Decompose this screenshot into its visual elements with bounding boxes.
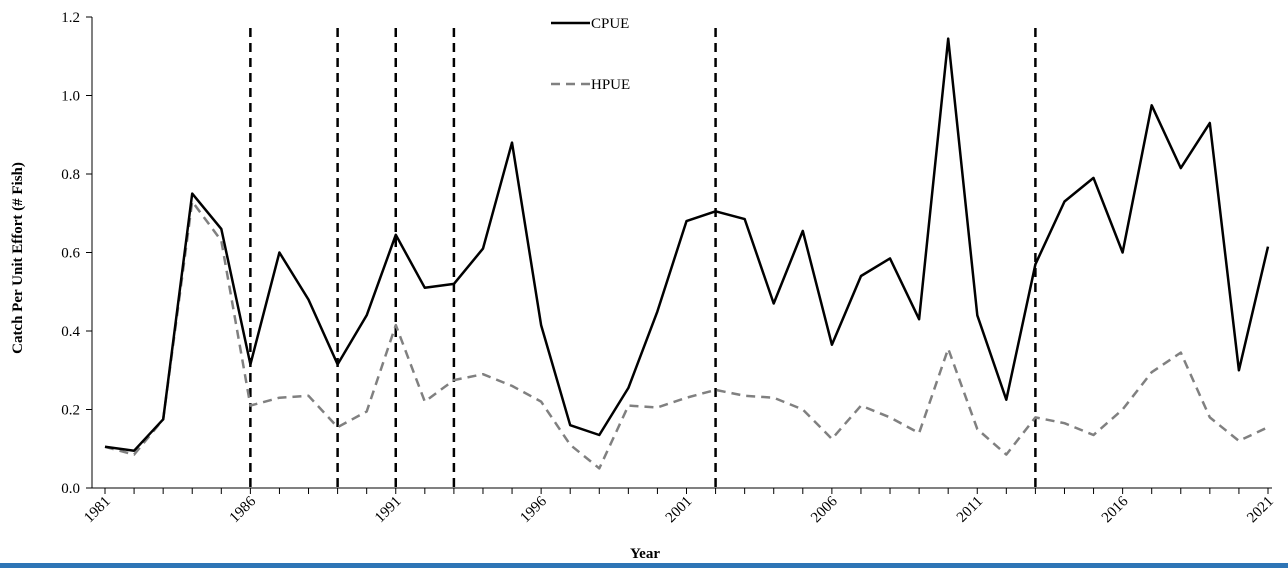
legend: CPUE HPUE: [551, 16, 630, 93]
x-tick-label: 1991: [372, 494, 405, 527]
x-tick-label: 2001: [663, 494, 696, 527]
y-tick-label: 1.0: [61, 89, 80, 105]
x-tick-label: 2021: [1244, 494, 1277, 527]
axes: [91, 17, 1272, 489]
y-ticks: 0.0 0.2 0.4 0.6 0.8 1.0 1.2: [61, 10, 92, 497]
x-tick-label: 1996: [517, 493, 550, 526]
series-line-hpue: [104, 200, 1269, 470]
legend-hpue-label: HPUE: [591, 77, 630, 93]
x-tick-label: 2006: [808, 493, 841, 526]
x-tick-label: 1981: [81, 494, 114, 527]
series-layer: [104, 37, 1270, 470]
y-tick-label: 1.2: [61, 10, 80, 26]
reference-lines: [249, 28, 1037, 488]
x-ticks: 1981 1986 1991 1996 2001 2006 2011 2016 2021: [81, 488, 1277, 526]
x-tick-label: 2016: [1099, 493, 1132, 526]
y-tick-label: 0.6: [61, 246, 80, 262]
x-tick-label: 2011: [954, 494, 986, 526]
series-line-cpue: [104, 37, 1270, 452]
y-axis-title: Catch Per Unit Effort (# Fish): [10, 162, 26, 354]
y-tick-label: 0.2: [61, 403, 80, 419]
y-tick-label: 0.0: [61, 481, 80, 497]
y-tick-label: 0.8: [61, 167, 80, 183]
x-tick-label: 1986: [227, 493, 260, 526]
x-axis-title: Year: [630, 546, 660, 562]
y-tick-label: 0.4: [61, 324, 80, 340]
legend-cpue-label: CPUE: [591, 16, 629, 32]
window-bottom-border: [0, 563, 1288, 568]
